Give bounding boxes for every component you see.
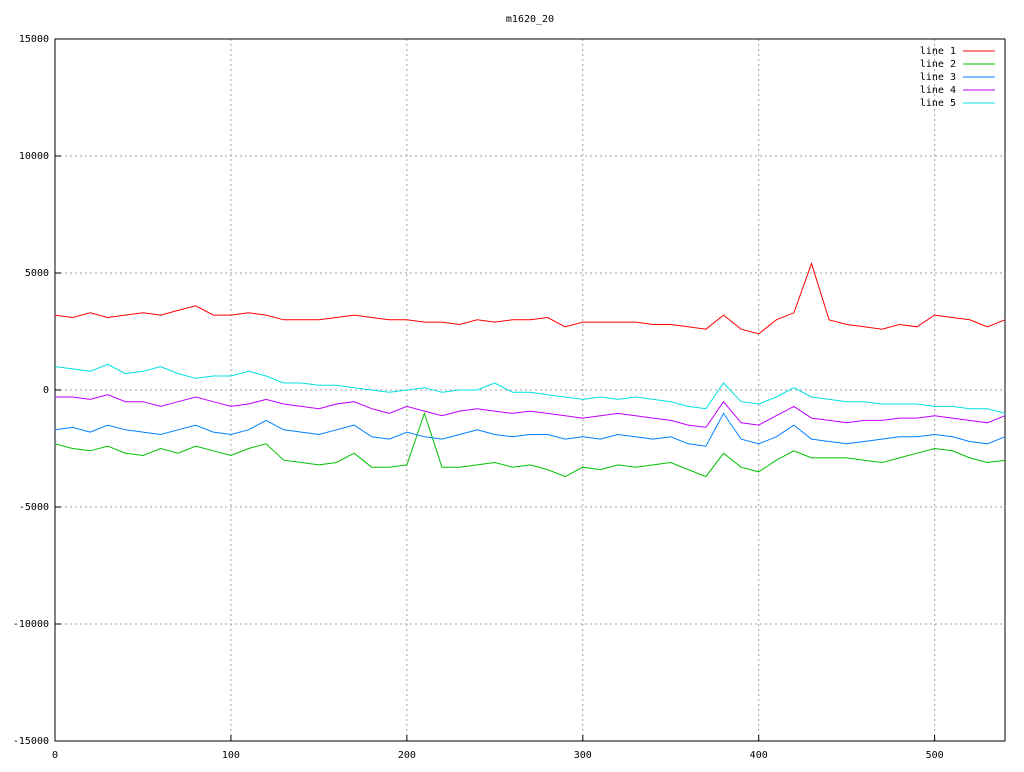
x-tick-label: 400 bbox=[750, 750, 768, 761]
legend-label: line 1 bbox=[920, 46, 956, 57]
series-line bbox=[54, 411, 1006, 478]
x-tick-label: 300 bbox=[574, 750, 592, 761]
y-tick-label: 15000 bbox=[19, 34, 49, 45]
legend-label: line 2 bbox=[920, 59, 956, 70]
y-tick-label: -5000 bbox=[19, 502, 49, 513]
x-tick-label: 500 bbox=[926, 750, 944, 761]
x-tick-label: 200 bbox=[398, 750, 416, 761]
legend-label: line 5 bbox=[920, 98, 956, 109]
y-tick-label: 5000 bbox=[25, 268, 49, 279]
plot-border bbox=[54, 38, 1006, 742]
series-line bbox=[54, 412, 1006, 447]
y-tick-label: 0 bbox=[43, 385, 49, 396]
x-tick-label: 0 bbox=[52, 750, 58, 761]
legend-label: line 4 bbox=[920, 85, 956, 96]
legend-label: line 3 bbox=[920, 72, 956, 83]
y-tick-label: -10000 bbox=[13, 619, 49, 630]
x-tick-label: 100 bbox=[222, 750, 240, 761]
y-tick-label: -15000 bbox=[13, 736, 49, 747]
chart-title: m1620_20 bbox=[506, 14, 554, 25]
series-line bbox=[55, 394, 1006, 428]
y-tick-label: 10000 bbox=[19, 151, 49, 162]
series-line bbox=[54, 363, 1006, 414]
series-line bbox=[54, 262, 1006, 335]
